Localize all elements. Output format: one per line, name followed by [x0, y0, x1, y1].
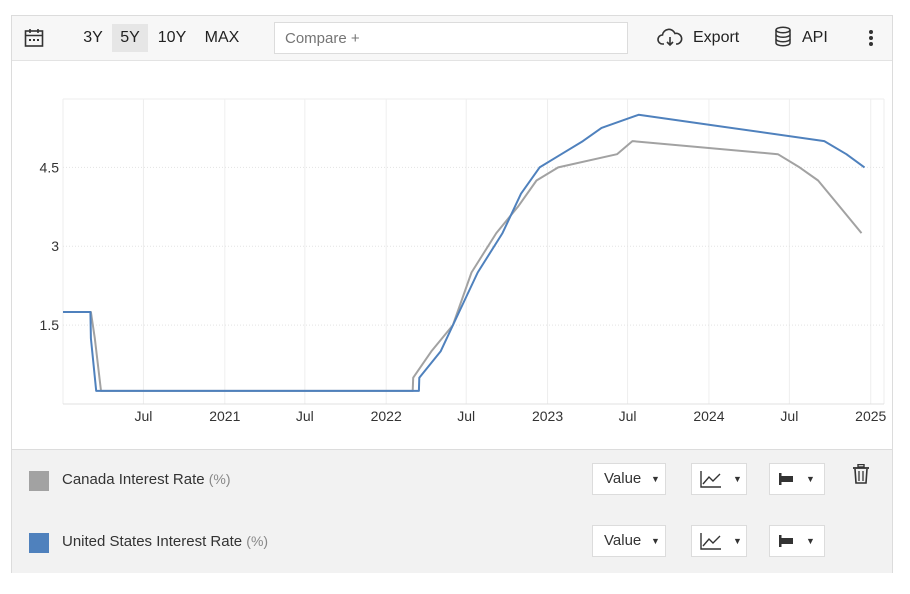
chart-type-dropdown[interactable]: ▼: [691, 525, 747, 557]
series-color-swatch[interactable]: [29, 533, 49, 553]
x-tick-label: Jul: [296, 408, 314, 424]
api-label: API: [802, 29, 828, 46]
axis-icon: [779, 473, 793, 485]
y-tick-label: 3: [51, 238, 59, 254]
api-button[interactable]: API: [774, 26, 834, 50]
legend-row-united-states: United States Interest Rate (%) Value ▼ …: [12, 518, 892, 568]
series-unit: (%): [246, 533, 269, 549]
value-dropdown-label: Value: [604, 532, 642, 549]
y-tick-label: 4.5: [40, 159, 60, 175]
x-tick-label: Jul: [135, 408, 153, 424]
chart-type-dropdown[interactable]: ▼: [691, 463, 747, 495]
range-3y-button[interactable]: 3Y: [83, 29, 103, 46]
series-line-united-states-interest-rate: [63, 113, 866, 392]
caret-down-icon: ▼: [806, 536, 815, 546]
x-tick-label: 2024: [693, 408, 724, 424]
value-dropdown[interactable]: Value ▼: [592, 525, 666, 557]
series-name-label: United States Interest Rate: [62, 533, 243, 550]
x-tick-label: 2021: [209, 408, 240, 424]
chart-widget: 3Y 5Y 10Y MAX Export API: [11, 15, 893, 573]
x-tick-label: Jul: [780, 408, 798, 424]
series-line-canada-interest-rate: [63, 140, 863, 392]
x-tick-label: 2023: [532, 408, 563, 424]
range-max-button[interactable]: MAX: [204, 29, 240, 46]
series-color-swatch[interactable]: [29, 471, 49, 491]
series-name: Canada Interest Rate (%): [62, 471, 231, 488]
export-label: Export: [693, 29, 740, 46]
series-name: United States Interest Rate (%): [62, 533, 268, 550]
legend-row-canada: Canada Interest Rate (%) Value ▼ ▼ ▼: [12, 456, 892, 506]
calendar-icon[interactable]: [24, 28, 44, 48]
axis-dropdown[interactable]: ▼: [769, 463, 825, 495]
caret-down-icon: ▼: [733, 536, 742, 546]
line-chart-icon: [700, 533, 721, 550]
toolbar: 3Y 5Y 10Y MAX Export API: [12, 16, 892, 61]
caret-down-icon: ▼: [651, 536, 660, 546]
axis-icon: [779, 535, 793, 547]
database-icon: [775, 26, 791, 47]
value-dropdown[interactable]: Value ▼: [592, 463, 666, 495]
series-name-label: Canada Interest Rate: [62, 471, 205, 488]
series-unit: (%): [208, 471, 231, 487]
caret-down-icon: ▼: [651, 474, 660, 484]
range-10y-button[interactable]: 10Y: [157, 29, 187, 46]
caret-down-icon: ▼: [806, 474, 815, 484]
cloud-download-icon: [657, 28, 683, 47]
range-5y-button[interactable]: 5Y: [112, 24, 148, 52]
y-tick-label: 1.5: [40, 317, 60, 333]
line-chart-icon: [700, 471, 721, 488]
legend-panel: Canada Interest Rate (%) Value ▼ ▼ ▼: [12, 449, 892, 573]
x-tick-label: 2022: [371, 408, 402, 424]
x-tick-label: Jul: [457, 408, 475, 424]
x-tick-label: Jul: [619, 408, 637, 424]
export-button[interactable]: Export: [657, 26, 742, 50]
line-chart: 1.5 3 4.5 Jul 2021 Jul 2022 Jul 2023 Jul 2024 Jul 20…: [40, 98, 887, 424]
caret-down-icon: ▼: [733, 474, 742, 484]
axis-dropdown[interactable]: ▼: [769, 525, 825, 557]
compare-input[interactable]: [274, 22, 628, 54]
x-tick-label: 2025: [855, 408, 886, 424]
value-dropdown-label: Value: [604, 470, 642, 487]
trash-icon[interactable]: [853, 464, 869, 484]
more-vertical-icon[interactable]: [864, 28, 878, 48]
